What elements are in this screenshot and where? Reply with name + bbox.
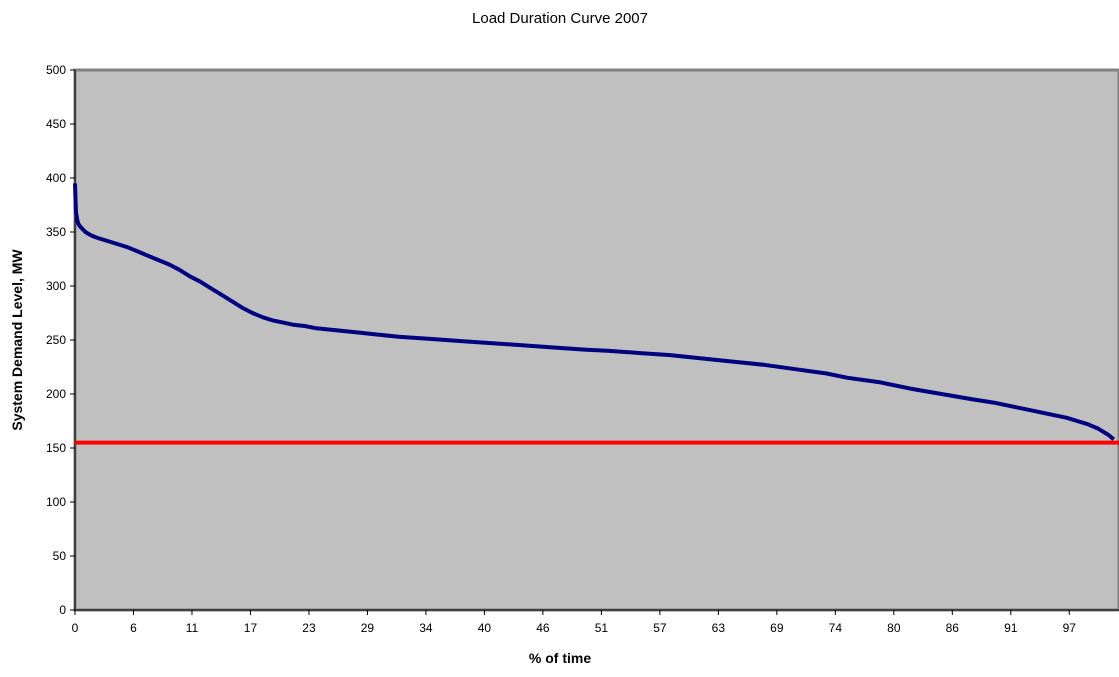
y-tick-label: 150: [46, 441, 66, 455]
x-tick-label: 0: [72, 621, 79, 635]
x-tick-label: 91: [1004, 621, 1018, 635]
x-tick-label: 97: [1063, 621, 1077, 635]
y-tick-label: 250: [46, 333, 66, 347]
x-tick-label: 17: [244, 621, 258, 635]
x-tick-label: 86: [946, 621, 960, 635]
x-tick-label: 23: [302, 621, 316, 635]
x-tick-label: 11: [186, 621, 199, 635]
y-tick-label: 300: [46, 279, 66, 293]
y-tick-label: 500: [46, 63, 66, 77]
series-load-curve-line: [73, 183, 1116, 441]
chart-title: Load Duration Curve 2007: [472, 10, 648, 27]
plot-area: [73, 68, 1119, 612]
x-tick-label: 6: [130, 621, 137, 635]
x-tick-label: 69: [770, 621, 784, 635]
x-tick-label: 51: [595, 621, 609, 635]
x-tick-label: 80: [887, 621, 901, 635]
x-tick-label: 74: [829, 621, 843, 635]
x-tick-label: 57: [653, 621, 667, 635]
x-tick-label: 63: [712, 621, 726, 635]
y-tick-label: 100: [46, 495, 66, 509]
y-tick-label: 200: [46, 387, 66, 401]
y-tick-label: 450: [46, 117, 66, 131]
y-tick-label: 350: [46, 225, 66, 239]
x-axis-ticks: 0 6 11 17 23 29 34 40 46 51 57 63 69 74 80 86 91 97: [72, 610, 1077, 635]
x-tick-label: 34: [419, 621, 433, 635]
x-tick-label: 40: [478, 621, 492, 635]
x-tick-label: 29: [361, 621, 375, 635]
y-tick-label: 0: [59, 603, 66, 617]
y-tick-label: 50: [53, 549, 67, 563]
x-axis-label: % of time: [529, 650, 591, 666]
y-axis-label: System Demand Level, MW: [9, 249, 25, 431]
y-axis-ticks: 0 50 100 150 200 250 300 350 400 450 500: [46, 63, 75, 617]
x-tick-label: 46: [536, 621, 550, 635]
y-tick-label: 400: [46, 171, 66, 185]
